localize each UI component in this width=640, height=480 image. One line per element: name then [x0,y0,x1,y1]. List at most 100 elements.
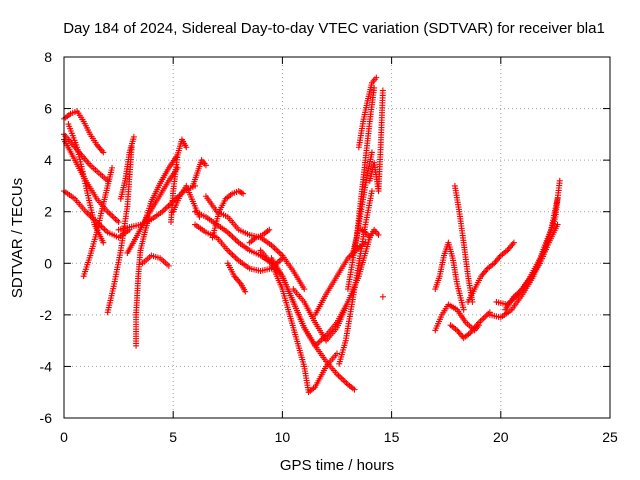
data-point [124,236,138,256]
data-point [104,229,120,240]
data-point [117,205,130,254]
data-point [71,195,88,213]
y-tick-label: 6 [44,101,52,117]
data-point [117,180,128,202]
data-point [362,120,373,164]
data-point [366,84,378,125]
x-tick-label: 10 [275,429,291,445]
data-point [377,87,386,151]
data-point [148,252,161,261]
data-point [334,371,350,387]
data-point [80,118,93,136]
data-point [358,226,367,235]
data-point [170,195,182,215]
data-point [548,195,561,233]
data-point [454,306,468,324]
data-point [268,255,285,278]
x-axis-label: GPS time / hours [280,457,394,474]
data-point [528,262,542,280]
series-arc30 [355,74,380,151]
series-arc24 [268,255,358,393]
data-point [189,198,203,220]
data-point [268,242,284,258]
series-arc20 [209,188,247,241]
data-point [235,257,251,271]
data-point [111,249,124,287]
data-point [104,164,116,189]
data-point [253,232,264,241]
data-point [259,226,273,238]
data-point [139,254,153,267]
data-point [279,286,296,329]
data-point [170,154,181,195]
data-point [135,249,144,280]
data-point [133,275,142,318]
data-point [362,229,372,239]
data-point [224,213,241,231]
data-point [235,239,251,253]
data-point [312,365,328,391]
data-point [235,226,251,237]
data-point [133,314,140,349]
y-tick-label: -6 [40,410,53,426]
data-point [334,257,350,280]
series-arc38 [465,239,517,305]
data-point [65,121,80,148]
data-point [87,131,99,146]
data-point [497,307,513,321]
data-point [312,293,328,318]
data-point [312,342,328,363]
data-point [189,172,200,189]
data-point [246,247,262,258]
data-point [323,275,339,298]
data-point [67,109,78,117]
data-point [510,287,524,300]
y-tick-label: 0 [44,255,52,271]
data-point [491,254,503,267]
data-point [484,261,496,272]
data-point [432,314,444,334]
data-point [122,151,133,184]
series-arc8 [117,133,137,202]
grid-layer [64,57,610,418]
series-arc13 [141,151,181,226]
series-arc22 [246,226,273,246]
data-point [237,280,249,295]
data-point [222,191,234,202]
data-point [100,185,111,207]
series-arc5 [65,121,107,246]
data-point [478,266,490,280]
data-point [454,280,467,313]
plot-frame [63,56,611,419]
data-point [358,159,369,202]
data-point [229,188,240,197]
data-point [301,298,318,324]
data-point [87,162,101,175]
data-point [445,239,456,259]
data-point [371,226,382,238]
data-point [148,210,164,223]
series-arc15 [170,182,203,220]
chart-title: Day 184 of 2024, Sidereal Day-to-day VTE… [63,20,605,37]
data-point [154,179,171,202]
y-tick-label: -2 [40,307,53,323]
series-arc9 [133,213,153,349]
series-arc29 [349,84,378,259]
data-point [290,324,307,368]
data-point [342,301,355,344]
data-point [224,247,241,263]
data-point [368,74,380,86]
y-tick-label: 8 [44,49,52,65]
data-point [104,208,122,226]
data-point [202,193,219,213]
data-point [460,239,471,277]
data-point [87,231,100,259]
series-arc16 [189,157,209,189]
data-point [301,324,317,347]
series-arc27 [336,188,375,367]
data-point [209,211,222,241]
data-point [364,149,375,177]
data-point [224,229,241,245]
data-point [519,275,534,293]
